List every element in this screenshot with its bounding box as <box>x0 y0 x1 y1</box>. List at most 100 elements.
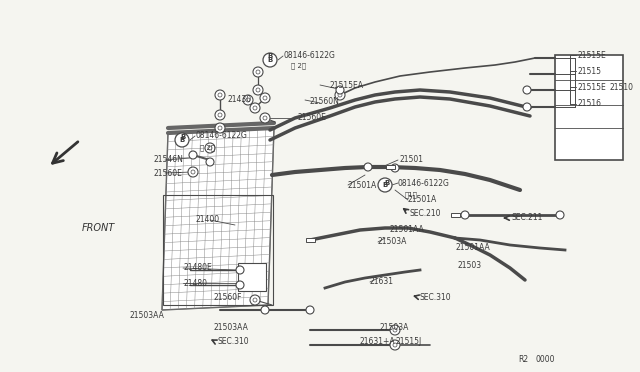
Circle shape <box>390 325 400 335</box>
Text: 21546N: 21546N <box>153 155 183 164</box>
Circle shape <box>393 328 397 332</box>
Text: 08146-6122G: 08146-6122G <box>398 179 450 187</box>
Circle shape <box>215 90 225 100</box>
Text: 21515E: 21515E <box>578 83 607 92</box>
Text: SEC.310: SEC.310 <box>420 294 452 302</box>
Circle shape <box>246 98 250 102</box>
Text: B: B <box>180 134 186 140</box>
Circle shape <box>253 298 257 302</box>
Circle shape <box>175 133 189 147</box>
Text: SEC.211: SEC.211 <box>512 214 543 222</box>
Bar <box>238 263 266 291</box>
Circle shape <box>364 163 372 171</box>
Circle shape <box>461 211 469 219</box>
Circle shape <box>263 53 277 67</box>
Text: 21631+A: 21631+A <box>360 337 396 346</box>
Text: 21515J: 21515J <box>395 337 421 346</box>
Text: 〈 2〉: 〈 2〉 <box>291 63 306 69</box>
Circle shape <box>523 103 531 111</box>
Circle shape <box>236 266 244 274</box>
Text: 21501: 21501 <box>400 155 424 164</box>
Circle shape <box>260 93 270 103</box>
Circle shape <box>218 93 222 97</box>
Circle shape <box>391 341 399 349</box>
Text: 21501A: 21501A <box>408 196 437 205</box>
Circle shape <box>215 123 225 133</box>
Text: 21515: 21515 <box>578 67 602 76</box>
Circle shape <box>208 146 212 150</box>
Circle shape <box>261 306 269 314</box>
Circle shape <box>306 306 314 314</box>
Text: 21430: 21430 <box>228 96 252 105</box>
Circle shape <box>256 70 260 74</box>
Text: 21503A: 21503A <box>380 324 410 333</box>
Circle shape <box>243 95 253 105</box>
Circle shape <box>336 86 344 94</box>
Circle shape <box>393 343 397 347</box>
Text: B: B <box>268 53 273 59</box>
Text: 21480: 21480 <box>183 279 207 288</box>
Text: 〈 2〉: 〈 2〉 <box>200 145 215 151</box>
Text: 21503AA: 21503AA <box>130 311 165 320</box>
Circle shape <box>218 126 222 130</box>
Text: 0000: 0000 <box>536 356 556 365</box>
Circle shape <box>188 167 198 177</box>
Text: 21400: 21400 <box>195 215 219 224</box>
Circle shape <box>523 86 531 94</box>
Circle shape <box>250 295 260 305</box>
Text: 21560F: 21560F <box>213 294 241 302</box>
Bar <box>451 213 460 217</box>
Text: 21503A: 21503A <box>378 237 408 247</box>
Text: 08146-6122G: 08146-6122G <box>195 131 247 141</box>
Circle shape <box>253 85 263 95</box>
Circle shape <box>263 96 267 100</box>
Circle shape <box>256 88 260 92</box>
Text: SEC.210: SEC.210 <box>410 208 442 218</box>
Bar <box>386 165 395 169</box>
Circle shape <box>391 326 399 334</box>
Circle shape <box>191 170 195 174</box>
Text: B: B <box>385 180 390 186</box>
Circle shape <box>260 113 270 123</box>
Text: 21516: 21516 <box>578 99 602 109</box>
Circle shape <box>189 151 197 159</box>
Circle shape <box>378 178 392 192</box>
Text: 21631: 21631 <box>370 278 394 286</box>
Text: 21510: 21510 <box>610 83 634 92</box>
Text: 21503AA: 21503AA <box>213 324 248 333</box>
Circle shape <box>206 158 214 166</box>
Bar <box>555 55 623 160</box>
Text: （1）: （1） <box>405 192 418 198</box>
Circle shape <box>250 103 260 113</box>
Text: 21560N: 21560N <box>310 97 340 106</box>
Circle shape <box>215 110 225 120</box>
Text: 21501AA: 21501AA <box>390 225 425 234</box>
Circle shape <box>338 93 342 97</box>
Text: 21560E: 21560E <box>153 169 182 177</box>
Circle shape <box>205 143 215 153</box>
Text: SEC.310: SEC.310 <box>218 337 250 346</box>
Text: R2: R2 <box>518 356 528 365</box>
Circle shape <box>556 211 564 219</box>
Text: 21480E: 21480E <box>183 263 212 273</box>
Text: B: B <box>179 137 184 143</box>
Text: B: B <box>268 57 273 63</box>
Text: 21515E: 21515E <box>578 51 607 60</box>
Bar <box>163 195 273 305</box>
Text: 21503: 21503 <box>458 260 482 269</box>
Text: 21501AA: 21501AA <box>455 243 490 251</box>
Polygon shape <box>162 128 274 310</box>
Text: 08146-6122G: 08146-6122G <box>283 51 335 61</box>
Bar <box>306 238 315 242</box>
Circle shape <box>236 281 244 289</box>
Text: FRONT: FRONT <box>82 223 115 233</box>
Circle shape <box>253 67 263 77</box>
Text: B: B <box>382 182 388 188</box>
Circle shape <box>391 164 399 172</box>
Circle shape <box>335 90 345 100</box>
Text: 21501A: 21501A <box>348 180 377 189</box>
Text: 21560E: 21560E <box>298 113 327 122</box>
Circle shape <box>390 340 400 350</box>
Circle shape <box>253 106 257 110</box>
Circle shape <box>218 113 222 117</box>
